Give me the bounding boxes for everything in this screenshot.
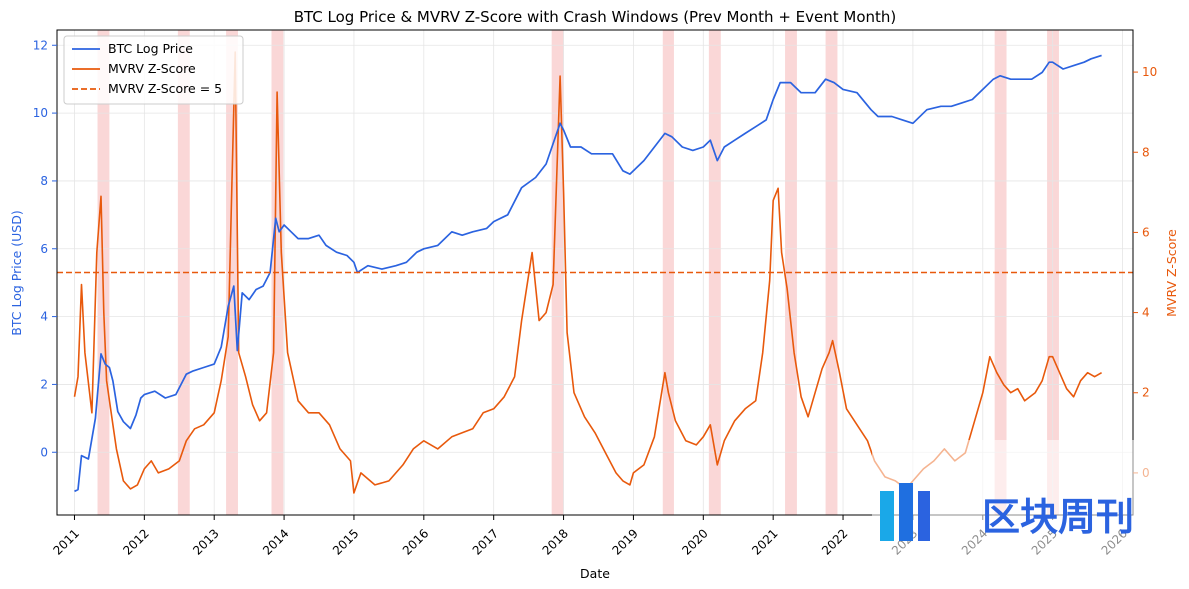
x-tick-label-2012: 2012: [120, 526, 151, 557]
y-axis-left-label: BTC Log Price (USD): [9, 210, 24, 335]
watermark-logo-bar-2: [899, 483, 913, 541]
x-tick-label-2017: 2017: [470, 526, 501, 557]
watermark-logo-bar-3: [918, 491, 930, 541]
x-tick-label-2013: 2013: [190, 526, 221, 557]
chart-title: BTC Log Price & MVRV Z-Score with Crash …: [294, 8, 897, 26]
x-axis-label: Date: [580, 566, 610, 581]
x-tick-label-2016: 2016: [400, 526, 431, 557]
x-tick-label-2014: 2014: [260, 526, 291, 557]
watermark-logo: 区块周刊: [872, 440, 1168, 570]
y-left-tick-label-8: 8: [40, 174, 48, 188]
legend-label-1: MVRV Z-Score: [108, 61, 196, 76]
x-tick-label-2021: 2021: [749, 526, 780, 557]
x-tick-label-2022: 2022: [819, 526, 850, 557]
y-right-tick-label-10: 10: [1142, 65, 1157, 79]
x-tick-label-2019: 2019: [609, 526, 640, 557]
legend-label-2: MVRV Z-Score = 5: [108, 81, 222, 96]
crash-window-9: [994, 30, 1007, 515]
x-tick-label-2015: 2015: [330, 526, 361, 557]
y-right-tick-label-6: 6: [1142, 225, 1150, 239]
series-layer: [57, 51, 1133, 494]
watermark-logo-bar-1: [880, 491, 894, 541]
plot-frame: [56, 29, 1134, 516]
crash-window-5: [662, 30, 674, 515]
y-right-tick-label-4: 4: [1142, 306, 1150, 320]
y-left-tick-label-4: 4: [40, 310, 48, 324]
y-left-tick-label-0: 0: [40, 445, 48, 459]
y-left-tick-label-2: 2: [40, 377, 48, 391]
y-left-tick-label-10: 10: [33, 106, 48, 120]
legend-box: [63, 35, 244, 105]
y-left-tick-label-12: 12: [33, 38, 48, 52]
btc-log-price-line: [74, 54, 1102, 493]
x-tick-label-2018: 2018: [540, 526, 571, 557]
y-left-tick-label-6: 6: [40, 242, 48, 256]
legend: BTC Log Price MVRV Z-Score MVRV Z-Score = …: [63, 35, 244, 105]
legend-label-0: BTC Log Price: [108, 41, 193, 56]
y-right-tick-label-2: 2: [1142, 386, 1150, 400]
y-right-tick-label-8: 8: [1142, 145, 1150, 159]
x-tick-label-2020: 2020: [679, 526, 710, 557]
y-axis-right-label: MVRV Z-Score: [1164, 229, 1179, 317]
watermark-text: 区块周刊: [982, 495, 1134, 539]
x-tick-label-2011: 2011: [51, 526, 82, 557]
